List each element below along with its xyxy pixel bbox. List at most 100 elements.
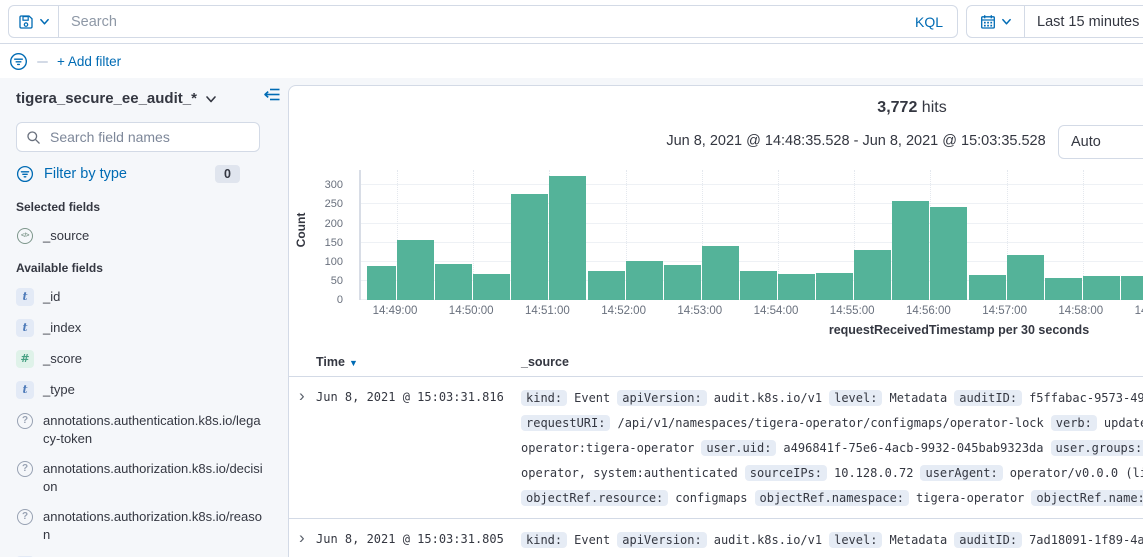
histogram-bar[interactable] — [435, 264, 473, 300]
field-value: a496841f-75e6-4acb-9932-045bab9323da — [783, 440, 1044, 455]
sort-desc-icon[interactable]: ▼ — [348, 358, 358, 368]
search-bar: KQL — [8, 5, 958, 38]
field-name-badge: verb: — [1050, 414, 1097, 431]
index-pattern-selector[interactable]: tigera_secure_ee_audit_* — [16, 90, 256, 107]
field-name: annotations.authorization.k8s.io/decisio… — [43, 461, 263, 494]
table-body: › Jun 8, 2021 @ 15:03:31.816 kind: Event api… — [289, 377, 1143, 557]
v-gridline — [625, 170, 627, 300]
interval-selected-value: Auto — [1071, 134, 1101, 150]
date-picker-quick-menu-button[interactable] — [967, 6, 1025, 37]
kql-syntax-button[interactable]: KQL — [914, 13, 943, 30]
histogram-bar[interactable] — [1120, 276, 1143, 300]
x-tick-label: 14:59:00 — [1134, 305, 1143, 317]
field-item-_id[interactable]: t _id — [16, 288, 266, 306]
table-row[interactable]: › Jun 8, 2021 @ 15:03:31.816 kind: Event api… — [289, 377, 1143, 519]
histogram-bar[interactable] — [625, 261, 663, 300]
filter-bar: + Add filter — [0, 45, 1143, 78]
x-tick-label: 14:55:00 — [829, 305, 875, 317]
histogram-bar[interactable] — [511, 193, 549, 300]
field-value: audit.k8s.io/v1 — [713, 390, 823, 405]
histogram-bar[interactable] — [778, 274, 816, 300]
histogram-bar[interactable] — [397, 239, 435, 300]
row-source: kind: Event apiVersion: audit.k8s.io/v1 leve… — [521, 527, 1143, 552]
histogram-bar[interactable] — [854, 250, 892, 300]
source-column-header: _source — [521, 355, 569, 369]
histogram-bar[interactable] — [663, 264, 701, 300]
chevron-down-icon — [206, 95, 216, 102]
table-row[interactable]: › Jun 8, 2021 @ 15:03:31.805 kind: Event api… — [289, 519, 1143, 557]
histogram-bar[interactable] — [968, 275, 1006, 300]
collapse-left-icon — [264, 88, 280, 101]
filter-by-type-button[interactable]: Filter by type 0 — [16, 165, 260, 183]
v-gridline — [701, 170, 703, 300]
field-value: Event — [574, 390, 611, 405]
y-tick-label: 50 — [330, 274, 343, 287]
date-picker: Last 15 minutes — [966, 5, 1143, 38]
y-tick-label: 100 — [324, 255, 343, 268]
field-search-input[interactable] — [48, 128, 250, 146]
field-item-_type[interactable]: t _type — [16, 381, 266, 399]
source-line: objectRef.resource: configmaps objectRef.n… — [521, 485, 1143, 510]
field-item-annotations-authorization-k8s-io-reason[interactable]: ? annotations.authorization.k8s.io/reason — [16, 508, 266, 543]
time-range-value[interactable]: Last 15 minutes — [1037, 13, 1140, 30]
filter-icon[interactable] — [9, 52, 28, 71]
x-tick-label: 14:58:00 — [1058, 305, 1104, 317]
histogram-plot-area — [359, 170, 1143, 300]
y-tick-label: 200 — [324, 217, 343, 230]
search-input[interactable] — [59, 13, 901, 30]
row-source: kind: Event apiVersion: audit.k8s.io/v1 leve… — [521, 385, 1143, 510]
expand-row-button[interactable]: › — [299, 386, 305, 405]
field-name-badge: user.uid: — [701, 439, 777, 456]
histogram-bar[interactable] — [1044, 277, 1082, 300]
histogram-bar[interactable] — [367, 266, 396, 300]
field-item-_score[interactable]: # _score — [16, 350, 266, 368]
histogram-bar[interactable] — [701, 245, 739, 300]
add-filter-button[interactable]: + Add filter — [57, 54, 122, 69]
y-axis: Count 0 50 100 150 200 250 300 — [289, 170, 359, 306]
selected-fields-list: </> _source — [16, 227, 272, 245]
collapse-sidebar-button[interactable] — [263, 87, 281, 102]
unknown-field-icon: ? — [17, 413, 33, 429]
v-gridline — [397, 170, 398, 300]
h-gridline — [361, 241, 1143, 243]
field-item-_source[interactable]: </> _source — [16, 227, 266, 245]
histogram-bar[interactable] — [1082, 275, 1120, 300]
expand-row-button[interactable]: › — [299, 528, 305, 547]
field-value: configmaps — [675, 490, 748, 505]
hits-counter: 3,772 hits — [289, 99, 1143, 117]
field-item-annotations-authorization-k8s-io-decision[interactable]: ? annotations.authorization.k8s.io/decisi… — [16, 460, 266, 495]
field-name-badge: objectRef.resource: — [521, 489, 669, 506]
histogram-bar[interactable] — [739, 271, 777, 300]
field-value: Metadata — [889, 390, 948, 405]
interval-select[interactable]: Auto — [1058, 125, 1143, 159]
filter-bar-divider — [37, 60, 48, 63]
time-column-header[interactable]: Time ▼ — [316, 355, 358, 369]
field-value: operator, system:authenticated — [521, 465, 738, 480]
field-item-_index[interactable]: t _index — [16, 319, 266, 337]
source-line: kind: Event apiVersion: audit.k8s.io/v1 leve… — [521, 385, 1143, 410]
field-name-badge: level: — [829, 389, 883, 406]
row-timestamp: Jun 8, 2021 @ 15:03:31.805 — [316, 532, 504, 546]
save-icon — [18, 14, 33, 29]
histogram-bar[interactable] — [473, 274, 511, 300]
y-tick-label: 250 — [324, 198, 343, 211]
histogram-bar[interactable] — [549, 175, 587, 300]
field-item-annotations-authentication-k8s-io-legacy-token[interactable]: ? annotations.authentication.k8s.io/legac… — [16, 412, 266, 447]
histogram-bar[interactable] — [892, 201, 930, 300]
histogram-bar[interactable] — [1006, 255, 1044, 300]
source-line: requestURI: /api/v1/namespaces/tigera-ope… — [521, 410, 1143, 435]
field-value: 7ad18091-1f89-4a97- — [1029, 532, 1143, 547]
x-tick-label: 14:54:00 — [753, 305, 799, 317]
source-field-icon: </> — [17, 228, 33, 244]
histogram-bar[interactable] — [930, 207, 968, 300]
field-name-badge: level: — [829, 531, 883, 548]
field-name: annotations.authorization.k8s.io/reason — [43, 509, 262, 542]
available-fields-heading: Available fields — [16, 261, 103, 275]
string-field-icon: t — [16, 381, 34, 399]
histogram-bar[interactable] — [587, 270, 625, 300]
h-gridline — [361, 260, 1143, 262]
field-name-badge: apiVersion: — [617, 531, 707, 548]
saved-query-menu-button[interactable] — [9, 6, 59, 37]
x-tick-label: 14:57:00 — [982, 305, 1027, 317]
histogram-bar[interactable] — [816, 273, 854, 300]
